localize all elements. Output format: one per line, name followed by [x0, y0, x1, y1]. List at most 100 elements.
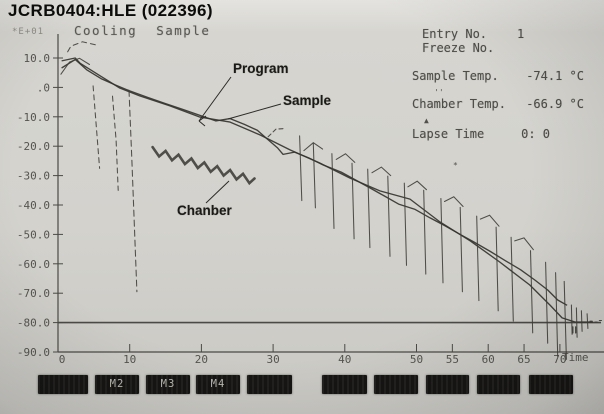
axis-scale-note: *E+01: [12, 27, 45, 37]
entry-no-value: 1: [517, 27, 525, 41]
series-sample: [61, 58, 568, 306]
sample-curve-label: Sample: [283, 93, 332, 108]
sample-temp-label: Sample Temp.: [412, 69, 499, 83]
softkey-7[interactable]: [374, 375, 418, 394]
series-chamber-segment: [299, 135, 303, 202]
series-chamber-segment: [575, 307, 578, 338]
annotation-pointer: [198, 120, 206, 127]
x-tick-label: 65: [517, 353, 530, 366]
photo-artifact: *: [453, 161, 458, 170]
series-chamber-segment: [407, 180, 428, 191]
series-chamber-segment: [351, 162, 355, 240]
chamber-curve-label: Chanber: [177, 203, 232, 218]
annotation-pointer: [198, 76, 232, 122]
series-chamber-segment: [440, 197, 444, 284]
y-tick-label: -80.0: [17, 317, 50, 330]
freeze-no-row: Freeze No.: [412, 41, 584, 55]
series-chamber-segment: [331, 153, 335, 230]
x-axis-title: Time: [562, 351, 589, 364]
x-tick-label: 50: [410, 353, 423, 366]
y-tick-label: -10.0: [17, 111, 50, 124]
lapse-time-label: Lapse Time: [412, 127, 485, 141]
program-curve-label: Program: [233, 61, 289, 76]
chamber-temp-row: Chamber Temp. -66.9 °C: [412, 97, 584, 111]
series-chamber-segment: [335, 153, 356, 163]
sample-temp-value: -74.1 °C: [526, 69, 584, 83]
x-tick-label: 30: [266, 353, 279, 366]
status-panel: Entry No. 1 Freeze No. Sample Temp. -74.…: [412, 27, 584, 141]
series-chamber-segment: [570, 304, 573, 335]
series-chamber-segment: [514, 237, 534, 251]
series-chamber-segment: [423, 189, 427, 275]
series-chamber-segment: [128, 89, 138, 293]
lapse-time-row: Lapse Time 0: 0: [412, 127, 584, 141]
softkey-10[interactable]: [529, 375, 573, 394]
series-chamber-segment: [495, 226, 499, 312]
sample-temp-row: Sample Temp. -74.1 °C: [412, 69, 584, 83]
x-tick-label: 20: [195, 353, 208, 366]
annotation-pointer: [205, 180, 230, 204]
y-tick-label: -60.0: [17, 258, 50, 271]
y-tick-label: -30.0: [17, 170, 50, 183]
freeze-no-label: Freeze No.: [422, 41, 495, 55]
series-chamber-segment: [545, 261, 549, 344]
chamber-temp-label: Chamber Temp.: [412, 97, 506, 111]
series-chamber-segment: [387, 175, 391, 257]
mode-label: Cooling Sample: [74, 23, 211, 38]
y-tick-label: -70.0: [17, 287, 50, 300]
x-tick-label: 55: [446, 353, 459, 366]
y-tick-label: -90.0: [17, 346, 50, 359]
series-chamber-segment: [529, 250, 534, 334]
photo-artifact: ▲: [424, 116, 429, 125]
series-chamber-segment: [312, 142, 316, 209]
series-chamber-segment: [367, 168, 371, 249]
chamber-temp-value: -66.9 °C: [526, 97, 584, 111]
y-tick-label: .0: [37, 81, 50, 94]
series-chamber-segment: [459, 206, 463, 293]
y-tick-label: -20.0: [17, 140, 50, 153]
series-chamber-segment: [476, 215, 480, 302]
series-chamber-segment: [563, 280, 567, 360]
y-tick-label: 10.0: [24, 52, 51, 65]
page-title: JCRB0404:HLE (022396): [8, 1, 213, 20]
annotation-pointer: [227, 103, 282, 120]
series-chamber-segment: [510, 236, 514, 322]
photo-artifact: '': [434, 88, 444, 97]
entry-no-row: Entry No. 1: [412, 27, 584, 41]
series-chamber-segment: [111, 95, 119, 191]
softkey-bar: M2 M3 M4: [0, 375, 604, 395]
series-chamber-segment: [66, 41, 96, 55]
series-chamber-segment: [267, 128, 286, 138]
softkey-1[interactable]: [38, 375, 88, 394]
series-chamber-segment: [580, 310, 583, 332]
softkey-9[interactable]: [477, 375, 520, 394]
softkey-m3[interactable]: M3: [146, 375, 190, 394]
series-chamber-segment: [151, 145, 256, 186]
x-tick-label: 70: [553, 353, 566, 366]
series-chamber-segment: [555, 272, 559, 357]
entry-no-label: Entry No.: [422, 27, 488, 41]
series-chamber-segment: [443, 196, 464, 208]
softkey-8[interactable]: [426, 375, 469, 394]
x-tick-label: 10: [123, 353, 136, 366]
series-chamber-segment: [92, 85, 101, 169]
x-tick-label: 60: [482, 353, 495, 366]
softkey-6[interactable]: [322, 375, 367, 394]
softkey-m2[interactable]: M2: [95, 375, 139, 394]
softkey-m4[interactable]: M4: [196, 375, 240, 394]
series-chamber-segment: [303, 142, 324, 152]
annotation-pointer: [198, 115, 207, 122]
y-tick-label: -40.0: [17, 199, 50, 212]
series-chamber-segment: [586, 313, 589, 330]
series-chamber-segment: [403, 182, 408, 266]
softkey-5[interactable]: [247, 375, 292, 394]
series-chamber-segment: [371, 166, 392, 177]
y-tick-label: -50.0: [17, 228, 50, 241]
series-chamber-segment: [60, 57, 91, 75]
x-tick-label: 0: [59, 353, 66, 366]
series-chamber-segment: [479, 214, 500, 227]
lapse-time-value: 0: 0: [521, 127, 550, 141]
x-tick-label: 40: [338, 353, 351, 366]
